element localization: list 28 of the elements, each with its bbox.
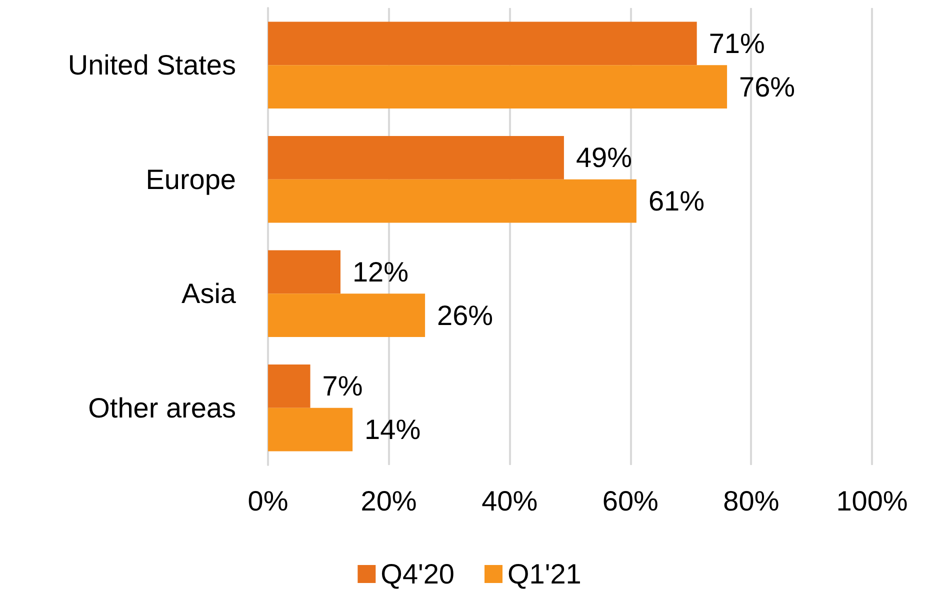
- data-label: 76%: [739, 71, 796, 102]
- bar: [268, 408, 353, 452]
- data-label: 26%: [437, 300, 494, 331]
- bar: [268, 136, 564, 180]
- data-label: 12%: [352, 256, 409, 288]
- x-tick-label: 0%: [248, 486, 288, 516]
- x-tick-label: 100%: [836, 486, 908, 516]
- y-tick-label: United States: [68, 50, 236, 81]
- bar: [268, 364, 310, 408]
- bar: [268, 294, 426, 338]
- x-tick-label: 20%: [360, 486, 417, 516]
- y-tick-label: Asia: [182, 278, 236, 310]
- bar: [268, 179, 636, 223]
- x-tick-label: 80%: [723, 486, 780, 516]
- bar: [268, 65, 728, 109]
- x-tick-label: 40%: [482, 486, 538, 516]
- y-tick-label: Other areas: [88, 392, 236, 424]
- bar: [268, 22, 697, 66]
- data-label: 14%: [364, 414, 421, 446]
- data-label: 49%: [576, 142, 632, 174]
- data-label: 7%: [322, 370, 363, 402]
- data-label: 71%: [708, 28, 765, 59]
- legend-label: Q1'21: [508, 558, 582, 590]
- data-label: 61%: [648, 186, 704, 217]
- legend-label: Q4'20: [380, 558, 454, 590]
- x-tick-label: 60%: [602, 486, 658, 516]
- y-tick-label: Europe: [146, 164, 236, 195]
- bar: [268, 250, 340, 294]
